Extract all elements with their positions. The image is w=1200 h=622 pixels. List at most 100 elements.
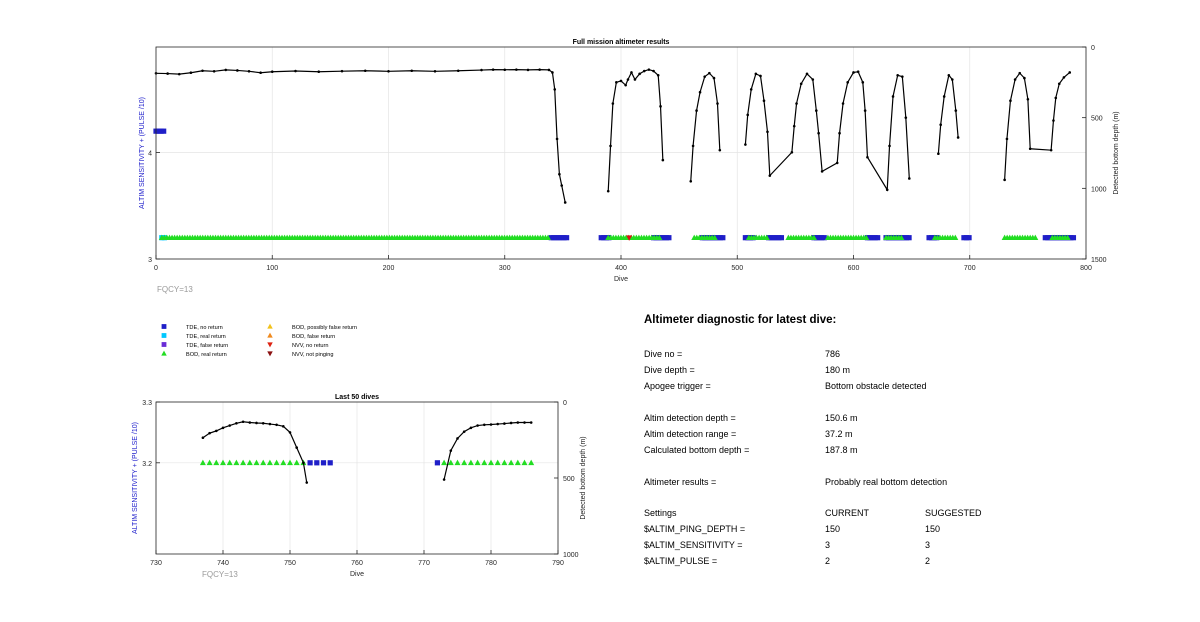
settings-label: $ALTIM_SENSITIVITY = [644,540,743,550]
data-point [494,459,501,466]
settings-label: $ALTIM_PULSE = [644,556,718,566]
legend-item: TDE, no return [161,324,223,331]
legend-item: BOD, possibly false return [267,323,357,331]
data-point [481,459,488,466]
legend-marker [267,351,273,357]
series-bottom-depth [201,420,533,484]
depth-point [302,461,305,465]
data-point [821,235,827,241]
depth-point [268,422,272,426]
data-point [906,235,912,241]
diagnostic-label: Dive depth = [644,365,695,375]
data-point [280,459,287,466]
depth-point [891,95,895,98]
depth-point [863,109,867,112]
x-tick-label: 500 [731,265,743,272]
series-bod-real-return [158,234,1071,241]
data-point [501,459,508,466]
depth-point [1026,97,1030,101]
depth-point [483,423,486,427]
legend-item: NVV, no return [267,342,329,349]
depth-point [215,429,218,433]
depth-point [652,69,655,73]
data-point [763,234,770,241]
depth-point [759,74,762,78]
depth-point [456,69,460,73]
y-tick-label: 3.2 [142,461,152,468]
y2-axis-label: Detected bottom depth (m) [580,436,587,519]
depth-point [846,81,849,84]
data-point [863,234,870,241]
diagnostic-label: Apogee trigger = [644,381,711,391]
x-tick-label: 400 [615,265,627,272]
fqcy-annotation: FQCY=13 [157,285,193,294]
depth-point [698,90,702,94]
data-point [199,459,206,466]
depth-point [224,68,228,72]
data-point [488,459,494,466]
legend-label: TDE, real return [186,334,226,340]
depth-point [908,177,911,180]
data-point [1070,235,1077,241]
depth-point [656,73,660,77]
depth-point [228,424,231,427]
legend-item: TDE, real return [161,333,226,340]
depth-point [476,424,479,427]
y2-tick-label: 500 [563,476,575,483]
depth-point [766,130,769,134]
depth-point [236,69,239,72]
depth-point [480,68,483,72]
settings-current: 2 [825,556,831,566]
depth-point [630,71,633,74]
y2-tick-label: 1000 [1091,186,1107,193]
depth-point [885,188,889,192]
data-point [810,234,817,241]
depth-point [746,113,750,117]
data-point [441,459,448,466]
depth-line [1004,71,1071,180]
depth-point [295,446,299,449]
depth-line [607,68,664,192]
depth-point [861,81,865,84]
settings-header-label: Settings [644,508,677,518]
depth-point [811,78,815,81]
depth-point [1052,119,1055,122]
diagnostic-value: Probably real bottom detection [825,477,948,487]
depth-point [294,69,297,73]
depth-point [340,69,344,73]
depth-point [270,70,274,74]
data-point [656,234,663,241]
depth-point [956,136,960,139]
data-point [213,459,220,466]
depth-point [305,481,309,484]
depth-point [529,421,533,424]
data-point [528,459,535,466]
depth-point [695,109,698,112]
legend-label: BOD, possibly false return [292,325,357,331]
depth-point [754,72,758,76]
legend-marker [161,342,167,347]
y-tick-label: 4 [148,150,152,157]
depth-point [547,68,551,72]
data-point [474,459,481,466]
depth-point [744,143,747,146]
data-point [253,459,260,466]
depth-point [503,68,507,72]
depth-point [691,144,695,148]
data-point [514,459,521,466]
legend-label: BOD, real return [186,352,227,358]
depth-point [433,70,437,73]
data-point [563,235,570,241]
data-point [206,459,213,466]
data-point [720,235,726,241]
diagnostic-label: Altim detection range = [644,429,737,439]
y-axis-label: ALTIM SENSITIVITY + (PULSE /10) [132,422,139,534]
x-tick-label: 780 [485,560,497,567]
diagnostic-label: Dive no = [644,349,683,359]
legend-label: TDE, no return [186,325,223,331]
chart-title: Full mission altimeter results [573,39,670,46]
depth-point [387,70,390,73]
y2-tick-label: 0 [1091,45,1095,52]
data-point [966,235,972,241]
depth-point [708,71,711,75]
